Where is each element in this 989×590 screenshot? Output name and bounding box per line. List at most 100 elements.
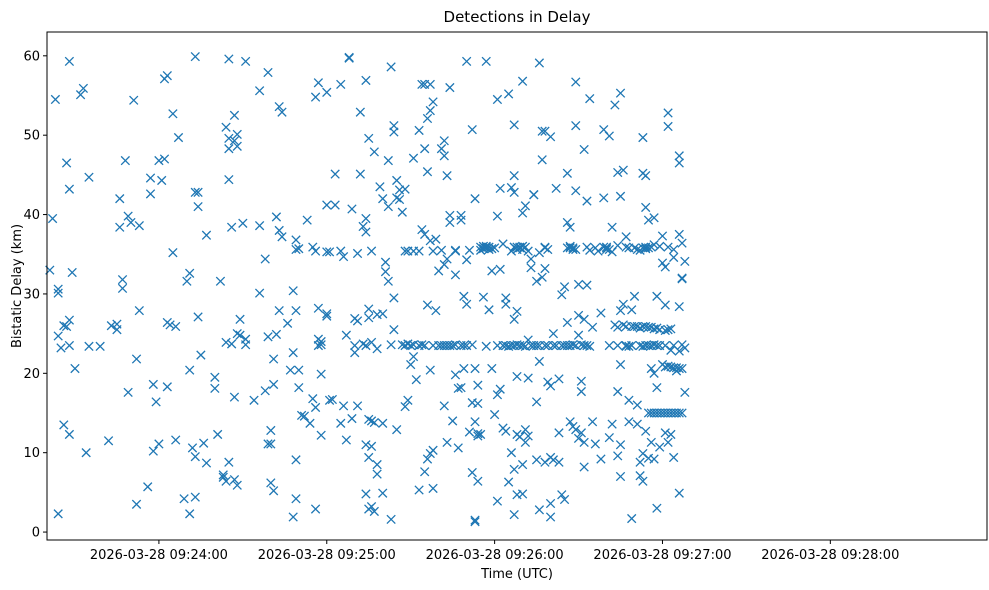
- data-point: [271, 329, 282, 340]
- data-point: [112, 319, 122, 329]
- data-point: [322, 87, 332, 97]
- data-point: [366, 416, 377, 426]
- data-point: [201, 230, 212, 240]
- data-point: [182, 276, 192, 286]
- data-point: [115, 222, 125, 232]
- data-point: [599, 193, 609, 203]
- data-point: [347, 413, 357, 424]
- data-point: [193, 201, 203, 212]
- data-point: [579, 144, 589, 155]
- data-point: [467, 340, 477, 350]
- data-point: [193, 187, 203, 197]
- data-point: [352, 248, 363, 259]
- data-point: [364, 133, 374, 144]
- data-point: [389, 121, 399, 131]
- data-point: [641, 202, 651, 213]
- data-point: [224, 133, 234, 144]
- data-point: [520, 242, 531, 252]
- data-point: [171, 321, 181, 332]
- data-point: [545, 512, 556, 522]
- data-point: [470, 417, 480, 427]
- data-point: [554, 428, 564, 438]
- data-point: [534, 356, 545, 367]
- data-point: [439, 259, 449, 270]
- data-point: [582, 340, 592, 351]
- data-point: [288, 348, 298, 358]
- data-point: [168, 109, 178, 119]
- data-point: [162, 70, 172, 81]
- data-point: [635, 471, 645, 481]
- data-point: [523, 431, 533, 441]
- data-point: [70, 363, 80, 374]
- data-point: [224, 457, 234, 467]
- data-point: [618, 320, 628, 330]
- data-point: [447, 340, 458, 351]
- data-point: [232, 480, 242, 490]
- data-point: [103, 436, 114, 446]
- data-point: [512, 306, 522, 317]
- data-point: [268, 354, 279, 364]
- data-point: [484, 244, 494, 255]
- data-point: [190, 492, 200, 502]
- data-point: [185, 509, 195, 519]
- data-point: [481, 56, 491, 67]
- data-point: [210, 372, 220, 382]
- data-point: [193, 312, 203, 322]
- data-point: [64, 184, 75, 194]
- data-point: [350, 348, 360, 358]
- data-point: [537, 272, 547, 282]
- data-point: [422, 454, 433, 464]
- data-point: [369, 147, 379, 157]
- data-point: [291, 235, 301, 245]
- data-point: [185, 268, 195, 278]
- data-point: [526, 254, 536, 264]
- data-point: [417, 79, 427, 90]
- data-point: [378, 488, 388, 498]
- data-point: [383, 155, 393, 166]
- data-point: [613, 451, 623, 461]
- data-point: [330, 200, 340, 210]
- data-point: [123, 211, 133, 221]
- data-point: [509, 187, 519, 197]
- data-point: [282, 318, 293, 328]
- data-point: [294, 382, 304, 393]
- data-point: [545, 381, 556, 391]
- data-point: [288, 286, 298, 296]
- data-point: [517, 208, 528, 218]
- data-point: [663, 437, 673, 448]
- data-point: [459, 291, 469, 301]
- data-point: [582, 280, 592, 290]
- data-point: [400, 184, 410, 194]
- data-point: [336, 418, 346, 428]
- data-point: [229, 475, 240, 485]
- data-point: [506, 246, 517, 256]
- data-point: [666, 324, 676, 334]
- data-point: [534, 58, 545, 68]
- data-point: [573, 310, 584, 321]
- data-point: [291, 244, 301, 255]
- data-point: [406, 340, 416, 351]
- data-point: [341, 330, 352, 340]
- data-point: [568, 244, 578, 255]
- data-point: [420, 467, 430, 477]
- data-point: [53, 331, 63, 341]
- data-point: [212, 429, 223, 440]
- data-point: [361, 489, 371, 499]
- data-point: [456, 210, 466, 221]
- data-point: [655, 241, 665, 251]
- data-point: [506, 182, 517, 193]
- data-point: [344, 52, 354, 63]
- data-point: [226, 339, 237, 349]
- data-point: [165, 320, 175, 330]
- data-point: [361, 340, 371, 351]
- data-point: [492, 94, 503, 105]
- data-point: [238, 218, 248, 228]
- data-point: [439, 136, 449, 146]
- data-point: [64, 56, 75, 67]
- data-point: [56, 343, 66, 353]
- data-point: [621, 242, 631, 252]
- data-point: [50, 94, 61, 105]
- data-point: [450, 245, 461, 255]
- data-point: [313, 78, 324, 88]
